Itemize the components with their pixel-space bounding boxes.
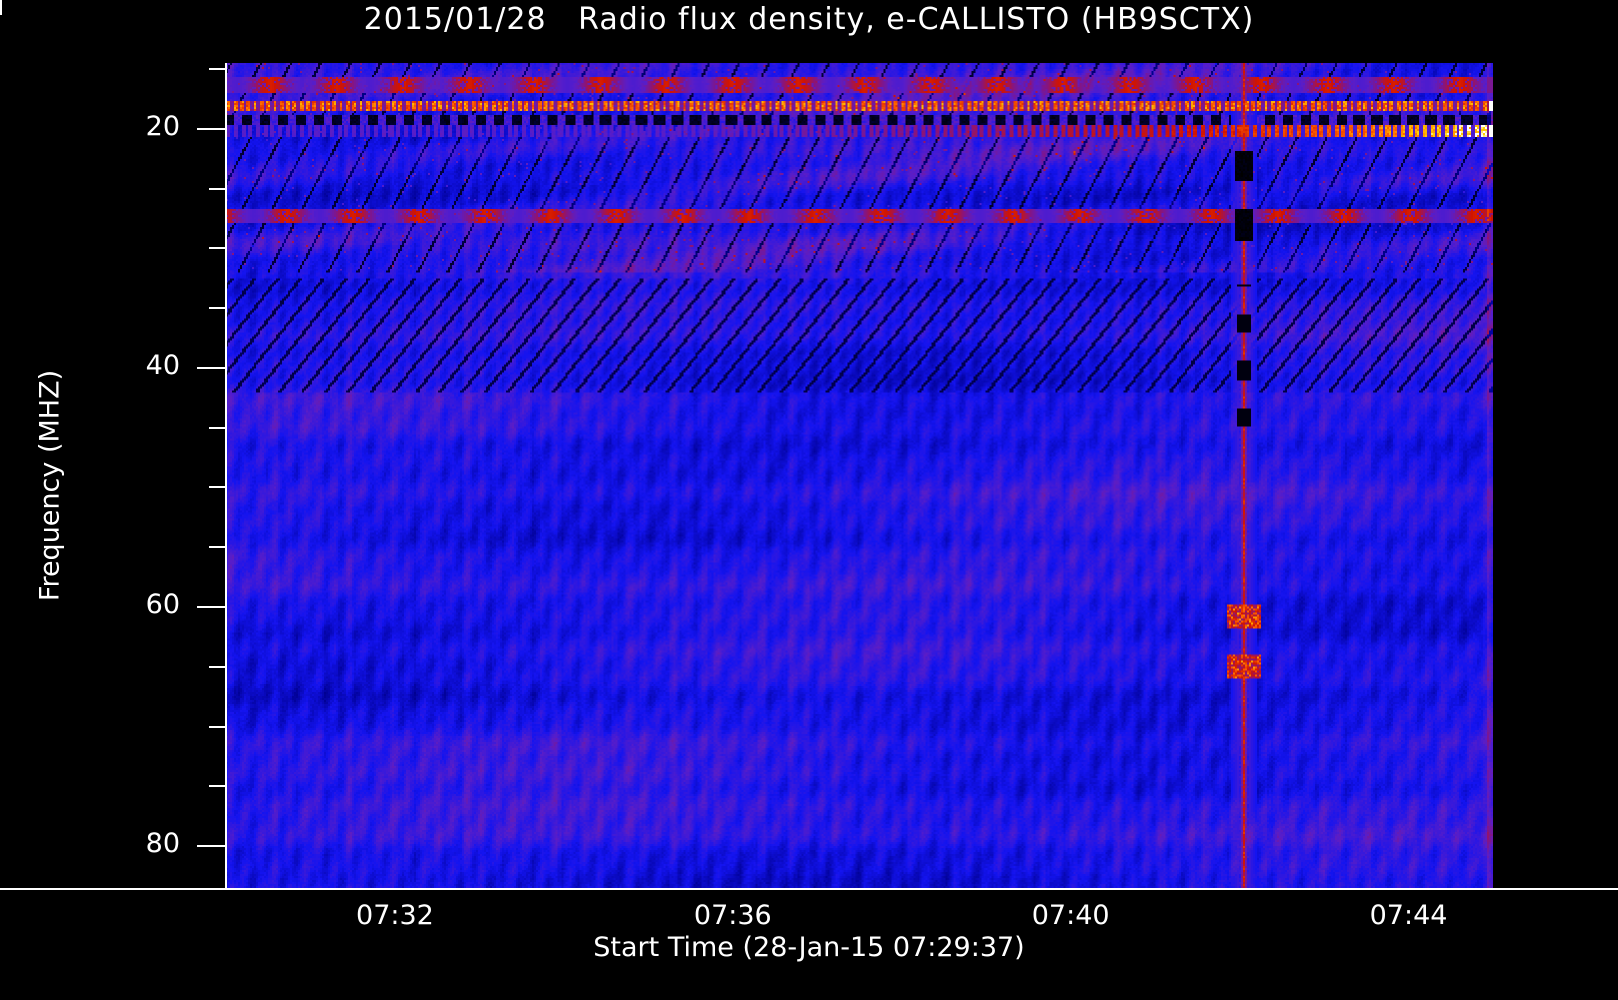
y-axis-tick-label: 80 (145, 828, 180, 860)
y-axis-major-tick (197, 127, 225, 130)
y-axis-major-tick (197, 606, 225, 609)
y-axis-minor-tick (209, 665, 225, 668)
y-axis-major-tick (197, 845, 225, 848)
y-axis-minor-tick (209, 785, 225, 788)
y-axis-title: Frequency (MHZ) (34, 369, 66, 602)
x-axis-tick-label: 07:32 (356, 900, 434, 931)
spectrogram-plot-area (226, 63, 1493, 888)
x-axis-tick-label: 07:36 (693, 900, 772, 931)
y-axis-minor-tick (209, 426, 225, 429)
y-axis-minor-tick (209, 247, 225, 250)
x-axis-ticks (0, 0, 1618, 15)
y-axis-minor-tick (209, 187, 225, 190)
y-axis-minor-tick (209, 67, 225, 70)
y-axis-tick-label: 20 (145, 110, 180, 142)
y-axis-major-tick (197, 366, 225, 369)
y-axis-tick-label: 40 (145, 349, 180, 381)
x-axis-line (0, 888, 1618, 890)
y-axis-minor-tick (209, 486, 225, 489)
figure-title: 2015/01/28 Radio flux density, e-CALLIST… (363, 2, 1255, 37)
x-axis-tick-label: 07:44 (1369, 900, 1448, 931)
y-axis-minor-tick (209, 546, 225, 549)
y-axis-tick-label: 60 (145, 589, 180, 621)
x-axis-minor-tick (0, 0, 2, 15)
y-axis-line (225, 63, 227, 889)
y-axis-minor-tick (209, 725, 225, 728)
x-axis-title: Start Time (28-Jan-15 07:29:37) (593, 932, 1025, 963)
y-axis-minor-tick (209, 307, 225, 310)
x-axis-tick-label: 07:40 (1031, 900, 1110, 931)
spectrogram-canvas (226, 63, 1493, 888)
